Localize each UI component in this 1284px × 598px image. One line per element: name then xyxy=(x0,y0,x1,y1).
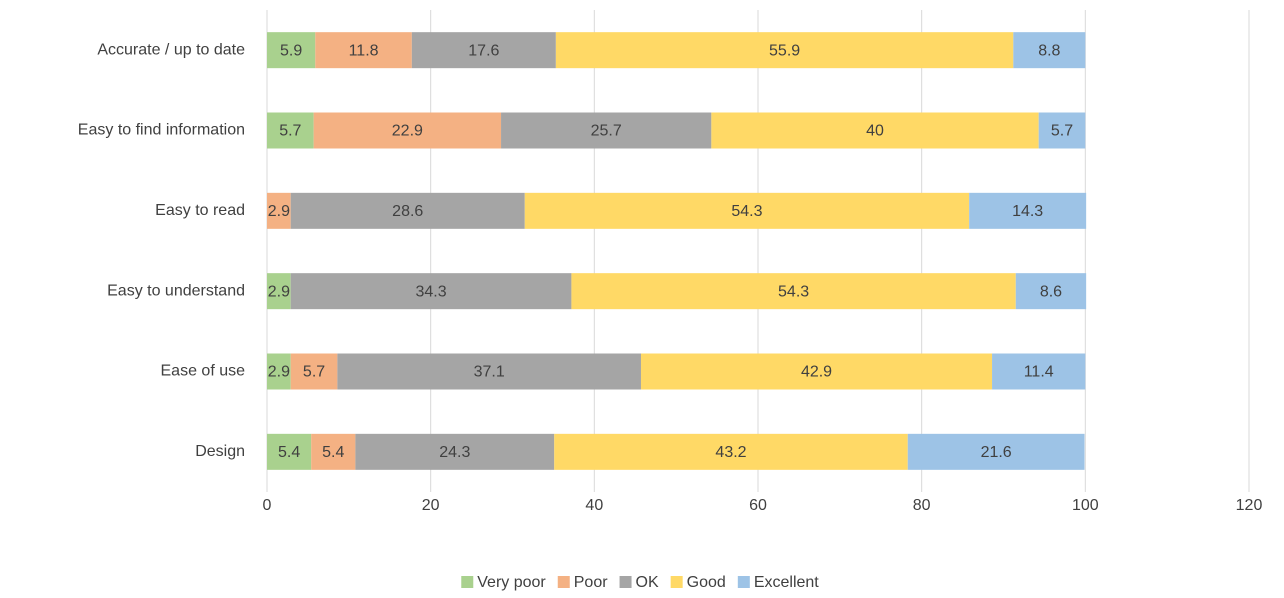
data-label: 2.9 xyxy=(268,283,290,300)
y-tick-label: Easy to find information xyxy=(78,122,245,139)
x-tick-label: 80 xyxy=(913,497,931,514)
bar-segment xyxy=(711,112,1039,149)
data-label: 42.9 xyxy=(801,364,832,381)
bar-segment xyxy=(290,273,572,310)
bar-segment xyxy=(313,112,502,149)
data-label: 40 xyxy=(866,123,884,140)
data-label: 11.4 xyxy=(1024,364,1054,381)
x-tick-label: 0 xyxy=(263,497,272,514)
legend-swatch xyxy=(461,576,474,588)
bar-segment xyxy=(555,32,1014,69)
y-tick-label: Design xyxy=(195,443,245,460)
bar-segment xyxy=(501,112,712,149)
data-label: 5.9 xyxy=(280,42,302,59)
legend-swatch xyxy=(619,576,632,588)
legend-label: Poor xyxy=(574,574,608,591)
x-tick-label: 60 xyxy=(749,497,767,514)
legend-swatch xyxy=(557,576,570,588)
bar-segment xyxy=(524,192,970,229)
data-label: 37.1 xyxy=(474,364,505,381)
bar-segment xyxy=(1013,32,1086,69)
bar-segment xyxy=(411,32,556,69)
data-label: 8.8 xyxy=(1038,42,1060,59)
bar-segment xyxy=(969,192,1087,229)
bar-segment xyxy=(640,353,993,390)
data-label: 17.6 xyxy=(468,42,499,59)
bar-segment xyxy=(571,273,1016,310)
bar-segment xyxy=(267,32,316,69)
legend-swatch xyxy=(737,576,750,588)
legend-label: Excellent xyxy=(754,574,819,591)
data-label: 5.7 xyxy=(1051,123,1073,140)
data-label: 14.3 xyxy=(1012,203,1043,220)
bar-segment xyxy=(267,273,291,310)
bar-segment xyxy=(355,433,555,470)
bar-segment xyxy=(337,353,641,390)
legend-label: Very poor xyxy=(477,574,546,591)
legend-label: Good xyxy=(687,574,726,591)
y-tick-label: Easy to read xyxy=(155,202,245,219)
bar-segment xyxy=(554,433,908,470)
data-label: 5.4 xyxy=(322,444,344,461)
bar-segment xyxy=(267,433,312,470)
bar-segment xyxy=(907,433,1085,470)
data-label: 25.7 xyxy=(591,123,622,140)
legend-swatch xyxy=(670,576,683,588)
x-tick-label: 120 xyxy=(1236,497,1263,514)
bar-segment xyxy=(267,353,291,390)
legend-label: OK xyxy=(636,574,659,591)
bar-segment xyxy=(290,192,525,229)
data-label: 5.7 xyxy=(279,123,301,140)
data-label: 22.9 xyxy=(392,123,423,140)
data-label: 43.2 xyxy=(715,444,746,461)
data-label: 24.3 xyxy=(439,444,470,461)
bar-segment xyxy=(311,433,356,470)
y-tick-label: Ease of use xyxy=(161,363,246,380)
bar-segment xyxy=(290,353,338,390)
data-label: 54.3 xyxy=(731,203,762,220)
y-tick-label: Easy to understand xyxy=(107,282,245,299)
data-label: 8.6 xyxy=(1040,283,1062,300)
x-tick-label: 100 xyxy=(1072,497,1099,514)
bar-segment xyxy=(267,192,291,229)
data-label: 5.7 xyxy=(303,364,325,381)
data-label: 5.4 xyxy=(278,444,300,461)
data-label: 54.3 xyxy=(778,283,809,300)
data-label: 11.8 xyxy=(349,42,379,59)
bar-segment xyxy=(1015,273,1087,310)
bar-segment xyxy=(315,32,412,69)
bar-segment xyxy=(1038,112,1086,149)
bar-segment xyxy=(267,112,314,149)
data-label: 28.6 xyxy=(392,203,423,220)
data-label: 34.3 xyxy=(416,283,447,300)
bar-segment xyxy=(992,353,1086,390)
y-tick-label: Accurate / up to date xyxy=(97,41,245,58)
data-label: 55.9 xyxy=(769,42,800,59)
data-label: 2.9 xyxy=(268,203,290,220)
data-label: 21.6 xyxy=(981,444,1012,461)
data-label: 2.9 xyxy=(268,364,290,381)
x-tick-label: 40 xyxy=(585,497,603,514)
x-tick-label: 20 xyxy=(422,497,440,514)
